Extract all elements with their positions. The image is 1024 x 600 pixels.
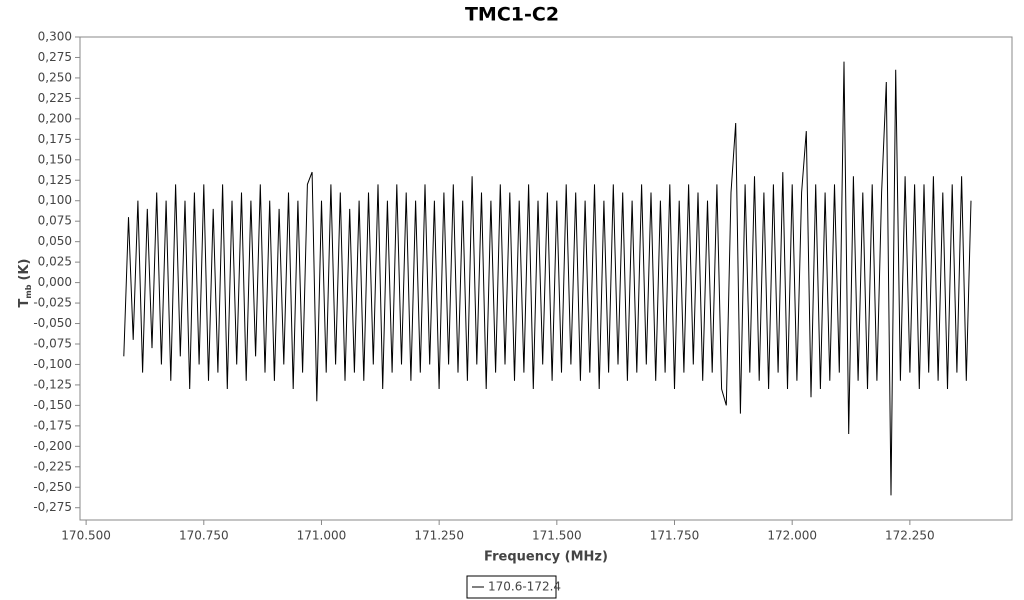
y-tick-label: -0,275 [33, 500, 72, 514]
x-tick-label: 172.000 [767, 529, 817, 543]
y-tick-label: 0,175 [38, 132, 72, 146]
y-tick-label: -0,175 [33, 418, 72, 432]
x-tick-label: 170.750 [179, 529, 229, 543]
y-tick-label: -0,225 [33, 459, 72, 473]
y-tick-label: -0,200 [33, 439, 72, 453]
y-tick-label: 0,225 [38, 91, 72, 105]
y-tick-label: -0,075 [33, 336, 72, 350]
y-tick-label: 0,150 [38, 152, 72, 166]
y-label-symbol: T [17, 298, 32, 307]
x-tick-label: 171.250 [414, 529, 464, 543]
y-label-subscript: mb [24, 284, 33, 298]
y-tick-label: 0,125 [38, 173, 72, 187]
y-tick-label: 0,100 [38, 193, 72, 207]
x-tick-label: 171.500 [532, 529, 582, 543]
y-tick-label: -0,150 [33, 398, 72, 412]
y-tick-label: 0,250 [38, 70, 72, 84]
y-label-unit: (K) [17, 259, 32, 281]
y-tick-label: 0,025 [38, 255, 72, 269]
chart-title: TMC1-C2 [465, 4, 559, 26]
y-tick-label: -0,125 [33, 377, 72, 391]
y-tick-label: -0,250 [33, 480, 72, 494]
x-tick-label: 171.750 [650, 529, 700, 543]
x-axis-label: Frequency (MHz) [484, 550, 608, 565]
x-tick-label: 172.250 [885, 529, 935, 543]
y-tick-label: 0,275 [38, 50, 72, 64]
y-tick-label: 0,000 [38, 275, 72, 289]
y-tick-label: 0,050 [38, 234, 72, 248]
series-line [123, 61, 972, 496]
plot-frame [79, 36, 1013, 521]
y-tick-label: -0,100 [33, 357, 72, 371]
y-tick-label: -0,050 [33, 316, 72, 330]
x-tick-label: 170.500 [61, 529, 111, 543]
y-axis-label: Tmb (K) [17, 259, 33, 308]
y-tick-label: 0,300 [38, 30, 72, 44]
legend [466, 575, 557, 599]
y-tick-label: -0,025 [33, 296, 72, 310]
y-tick-label: 0,075 [38, 214, 72, 228]
x-tick-label: 171.000 [297, 529, 347, 543]
legend-label: 170.6-172.4 [488, 580, 561, 594]
y-tick-label: 0,200 [38, 111, 72, 125]
